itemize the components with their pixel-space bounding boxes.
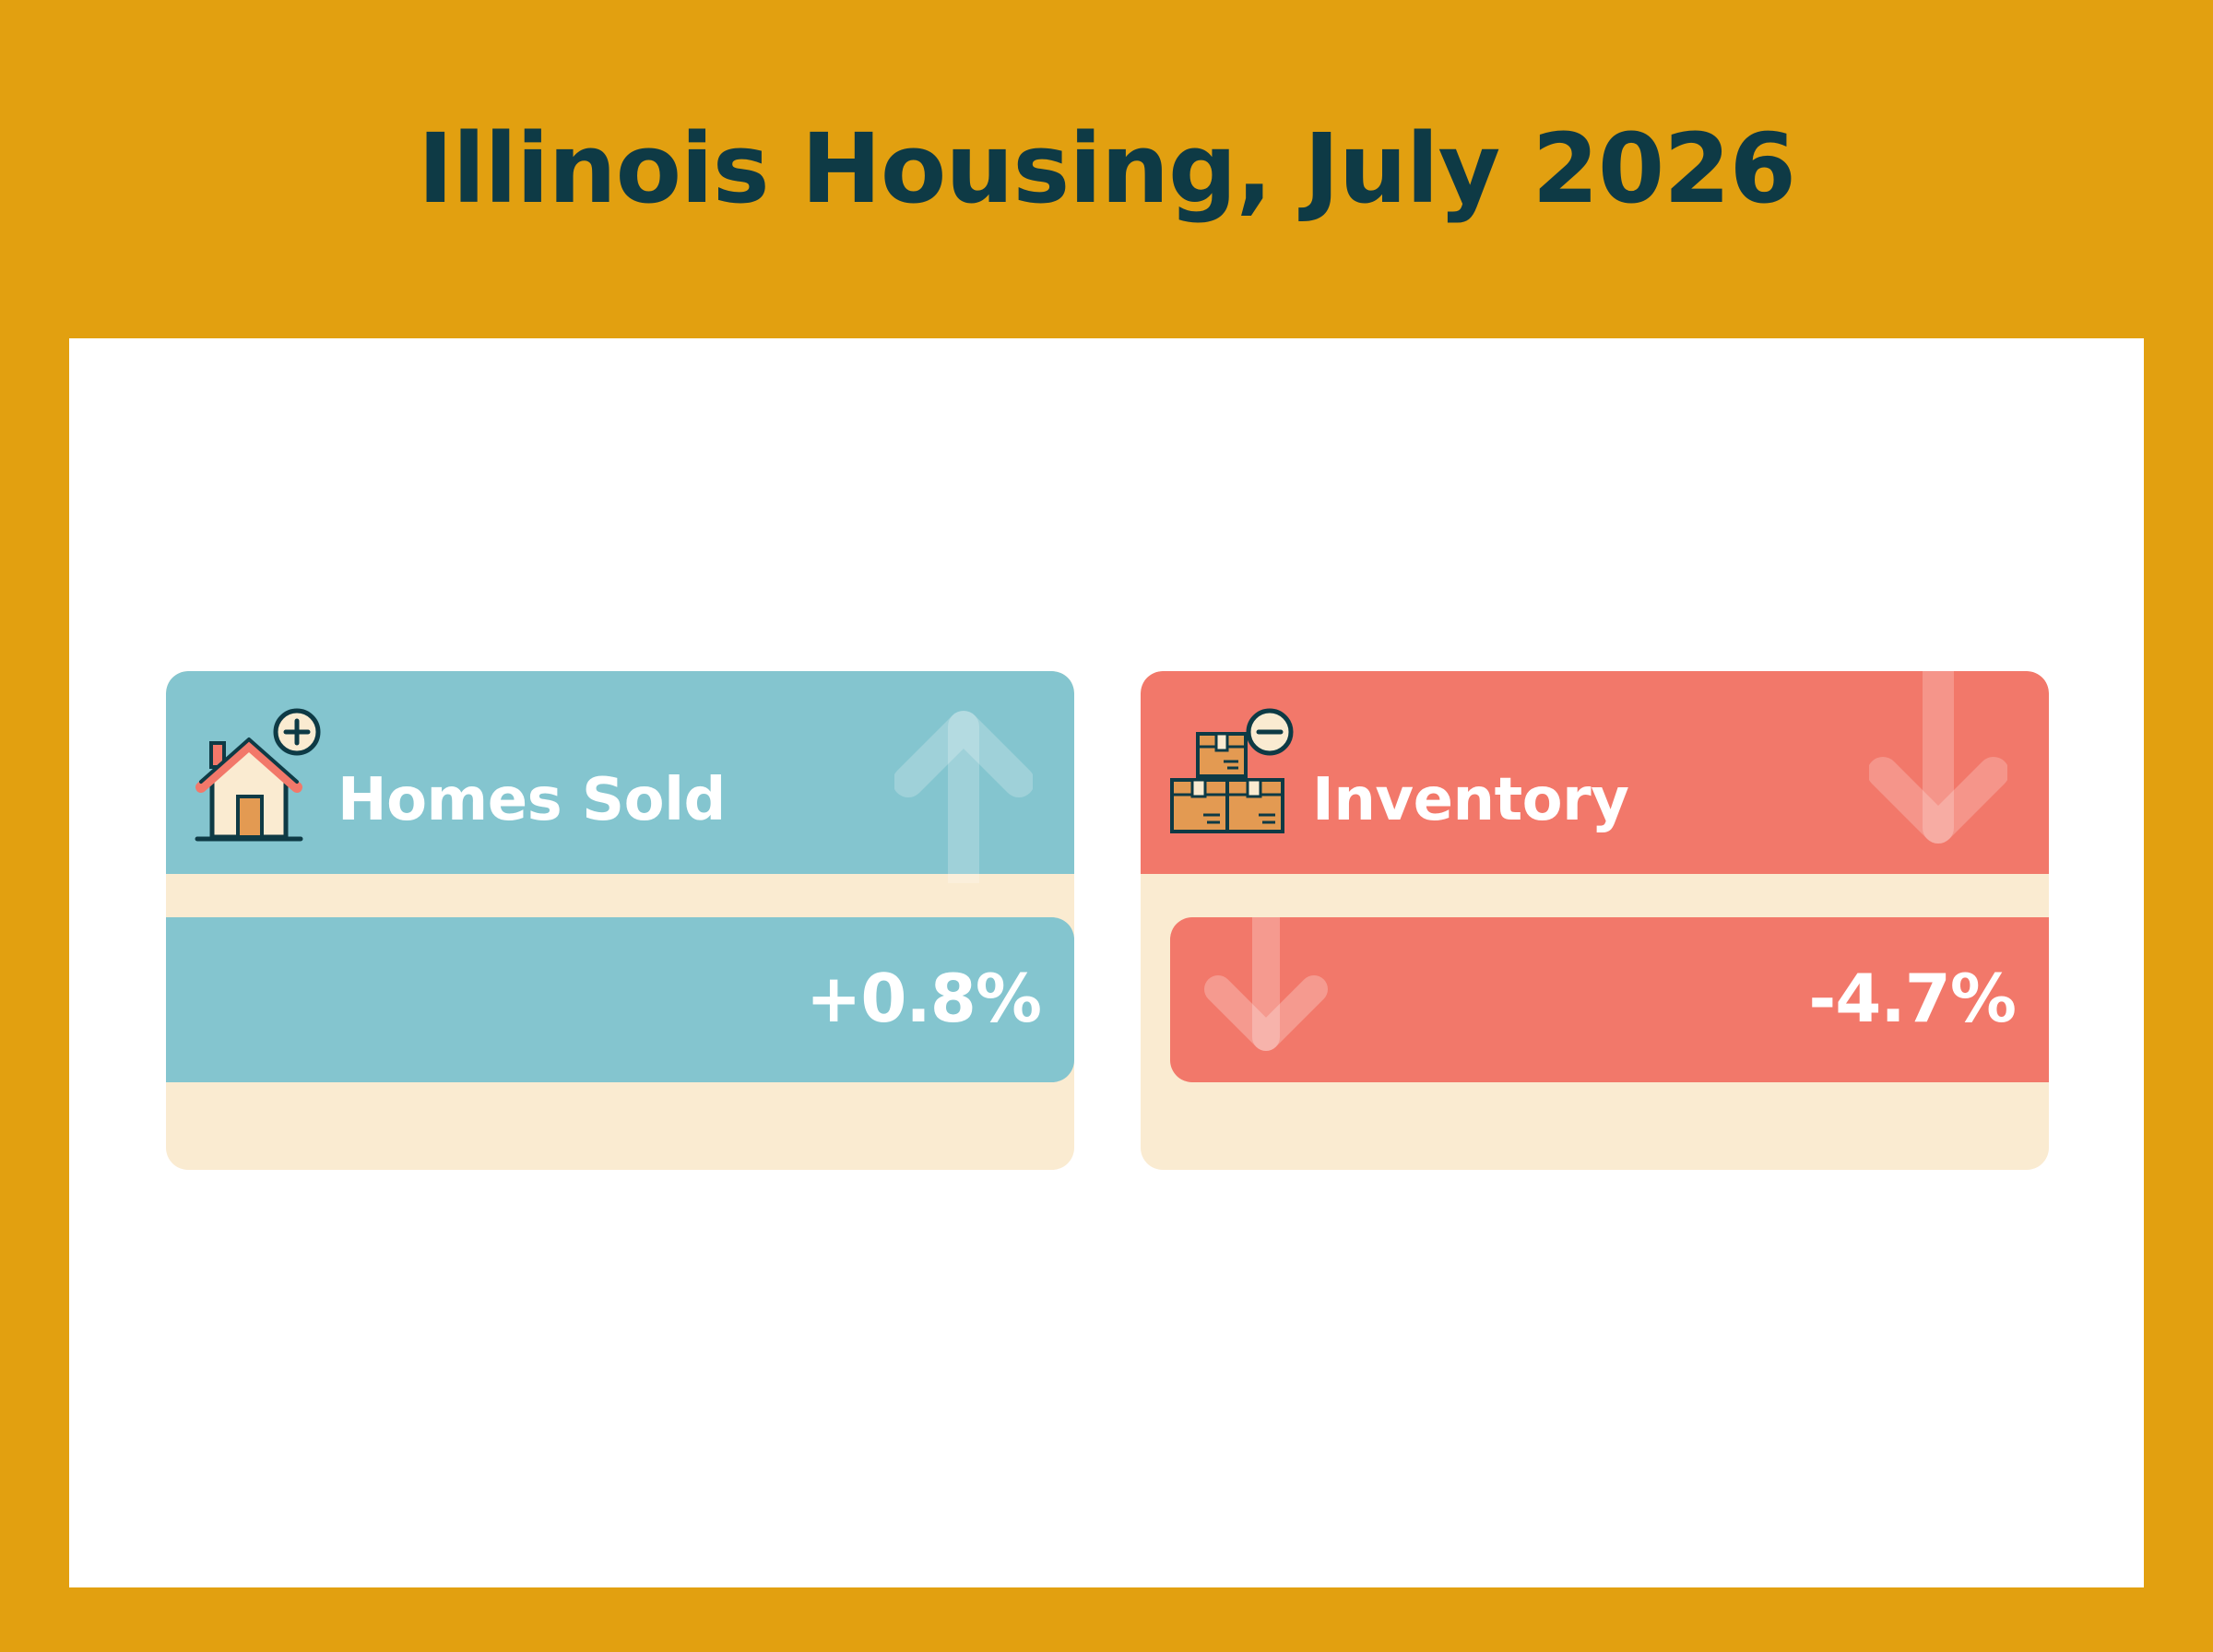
inventory-label: Inventory (1312, 766, 1629, 834)
homes-sold-card: Homes Sold +0.8% (166, 671, 1074, 1170)
inventory-card: Inventory -4.7% (1141, 671, 2049, 1170)
arrow-down-small-icon (1204, 917, 1328, 1051)
homes-sold-header (166, 671, 1074, 874)
homes-sold-value: +0.8% (805, 960, 1042, 1037)
boxes-minus-icon (1170, 708, 1294, 833)
page-title: Illinois Housing, July 2026 (418, 112, 1796, 225)
homes-sold-value-bar (166, 917, 1074, 1082)
inventory-value-bar (1170, 917, 2049, 1082)
inventory-header (1141, 671, 2049, 874)
homes-sold-label: Homes Sold (337, 766, 726, 834)
arrow-down-icon (1869, 671, 2007, 844)
arrow-up-icon (894, 711, 1033, 883)
inventory-value: -4.7% (1808, 960, 2017, 1037)
house-plus-icon (195, 708, 321, 842)
